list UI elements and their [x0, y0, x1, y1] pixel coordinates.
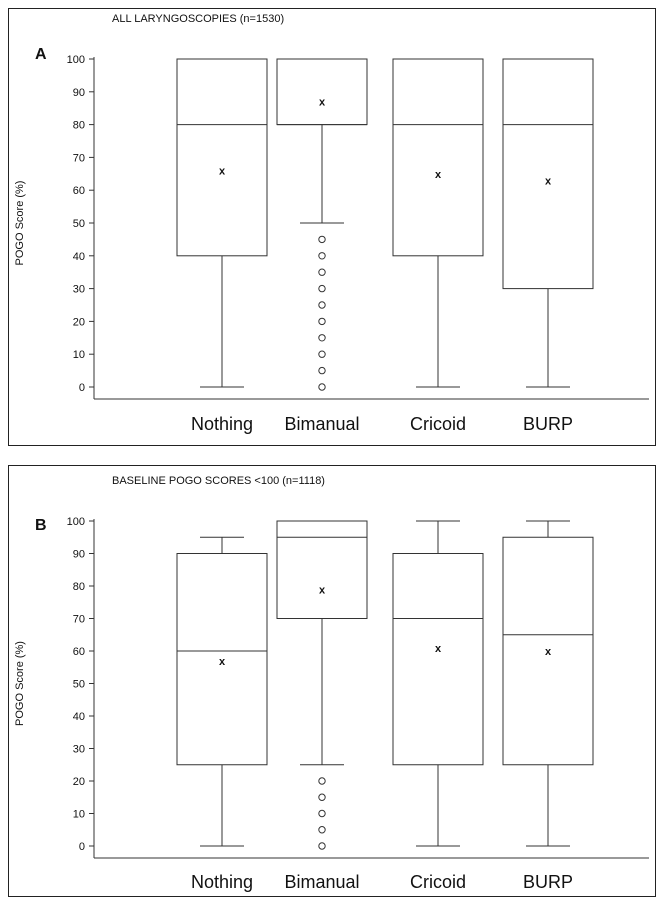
chart-0-y-tick-label: 30 [73, 284, 85, 296]
chart-0-outlier-point [318, 383, 326, 391]
chart-1-category-label: Bimanual [284, 872, 359, 892]
chart-1-mean-marker: x [319, 584, 326, 596]
chart-0-y-tick-label: 20 [73, 316, 85, 328]
chart-0-outlier-point [318, 268, 326, 276]
chart-b-svg: BASELINE POGO SCORES <100 (n=1118) B POGO … [14, 475, 649, 892]
chart-0-y-tick-label: 10 [73, 349, 85, 361]
chart-1-y-tick-label: 10 [73, 809, 85, 821]
chart-1-panel-label: B [35, 517, 47, 534]
chart-0-y-tick-label: 60 [73, 185, 85, 197]
chart-1-box [176, 553, 268, 766]
chart-0-y-tick-label: 100 [67, 54, 85, 66]
chart-0-mean-marker: x [545, 175, 552, 187]
chart-0-outlier-point [318, 252, 326, 260]
chart-1-category-label: Nothing [191, 872, 253, 892]
chart-0-mean-marker: x [435, 169, 442, 181]
chart-0-y-axis-label: POGO Score (%) [14, 181, 26, 266]
chart-1-y-tick-label: 100 [67, 516, 85, 528]
chart-1-y-tick-label: 90 [73, 549, 85, 561]
chart-1-y-axis-label: POGO Score (%) [14, 641, 26, 726]
chart-0-box [502, 58, 594, 290]
chart-1-outlier-point [318, 809, 326, 818]
chart-panel-a: ALL LARYNGOSCOPIES (n=1530) A POGO Score (… [8, 8, 656, 446]
chart-0-outlier-point [318, 235, 326, 244]
chart-1-title: BASELINE POGO SCORES <100 (n=1118) [112, 475, 325, 487]
chart-0-outlier-point [318, 366, 326, 375]
chart-1-mean-marker: x [219, 656, 226, 668]
chart-0-outlier-point [318, 317, 326, 326]
chart-0-y-tick-label: 80 [73, 120, 85, 132]
chart-1-mean-marker: x [545, 646, 552, 658]
chart-1-outlier-point [318, 842, 326, 850]
chart-0-outlier-point [318, 284, 326, 293]
chart-0-box [276, 58, 368, 126]
chart-1-outlier-point [318, 826, 326, 834]
chart-0-mean-marker: x [319, 97, 326, 109]
chart-1-outlier-point [318, 777, 326, 785]
chart-1-y-tick-label: 70 [73, 614, 85, 626]
chart-panel-b: BASELINE POGO SCORES <100 (n=1118) B POGO … [8, 465, 656, 897]
chart-0-panel-label: A [35, 46, 47, 63]
chart-0-category-label: Bimanual [284, 414, 359, 434]
chart-0-box [176, 58, 268, 257]
chart-1-y-tick-label: 60 [73, 646, 85, 658]
chart-0-category-label: BURP [523, 414, 573, 434]
chart-0-outlier-point [318, 301, 326, 309]
chart-1-y-tick-label: 30 [73, 744, 85, 756]
chart-0-mean-marker: x [219, 166, 226, 178]
chart-1-y-tick-label: 0 [79, 841, 85, 853]
chart-0-y-tick-label: 90 [73, 87, 85, 99]
chart-0-outlier-point [318, 350, 326, 358]
chart-1-box [276, 520, 368, 619]
chart-1-y-tick-label: 40 [73, 711, 85, 723]
chart-0-y-tick-label: 70 [73, 152, 85, 164]
chart-1-mean-marker: x [435, 643, 442, 655]
chart-0-y-tick-label: 40 [73, 251, 85, 263]
chart-0-category-label: Cricoid [410, 414, 466, 434]
chart-0-outlier-point [318, 334, 326, 342]
chart-1-category-label: BURP [523, 872, 573, 892]
chart-0-title: ALL LARYNGOSCOPIES (n=1530) [112, 13, 284, 25]
chart-0-y-tick-label: 50 [73, 218, 85, 230]
chart-1-box [392, 553, 484, 766]
chart-a-svg: ALL LARYNGOSCOPIES (n=1530) A POGO Score (… [14, 13, 649, 434]
chart-0-y-tick-label: 0 [79, 382, 85, 394]
chart-1-box [502, 536, 594, 766]
chart-0-box [392, 58, 484, 257]
chart-1-y-tick-label: 80 [73, 581, 85, 593]
chart-1-y-tick-label: 50 [73, 679, 85, 691]
chart-1-category-label: Cricoid [410, 872, 466, 892]
chart-1-y-tick-label: 20 [73, 776, 85, 788]
chart-0-category-label: Nothing [191, 414, 253, 434]
chart-1-outlier-point [318, 793, 326, 801]
